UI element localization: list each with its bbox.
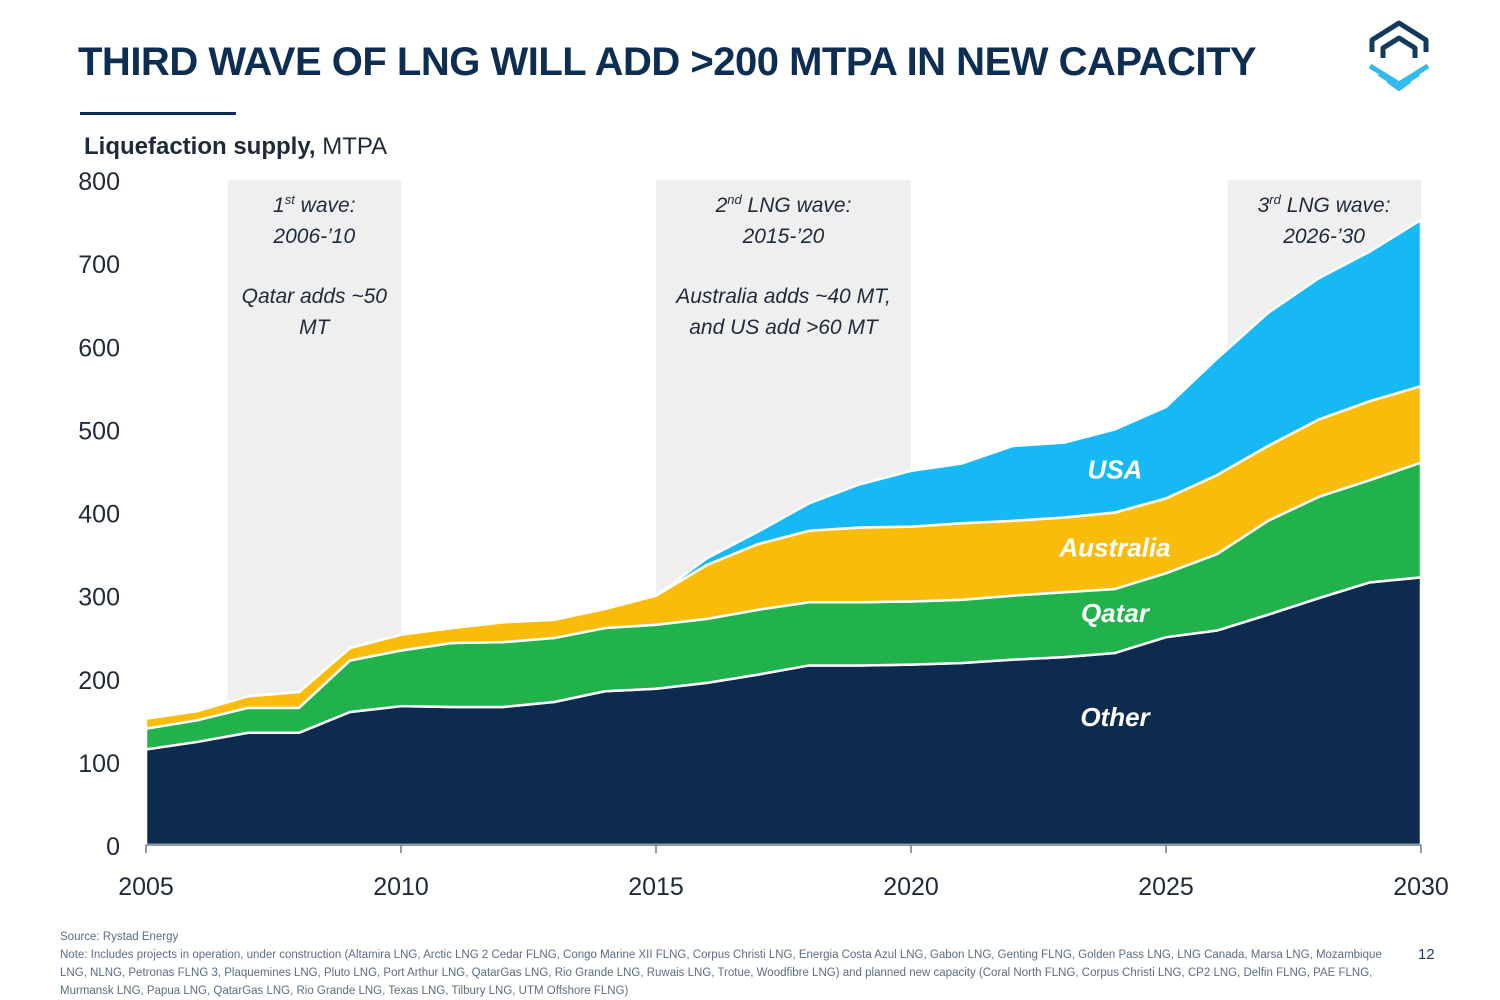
y-tick-label-0: 0	[106, 833, 120, 861]
y-tick-label-200: 200	[78, 667, 120, 695]
wave-period-2: 2015-’20	[742, 225, 825, 248]
page-number: 12	[1418, 946, 1435, 963]
axis-subtitle: Liquefaction supply, MTPA	[84, 133, 387, 161]
y-tick-label-700: 700	[78, 251, 120, 279]
series-label-australia: Australia	[1058, 533, 1170, 563]
logo-wave-mid	[1377, 72, 1421, 89]
wave-heading-1: 1st wave:	[273, 192, 356, 217]
logo-house-outer	[1369, 20, 1429, 52]
y-tick-label-800: 800	[78, 170, 120, 196]
logo-wave-inner	[1386, 79, 1412, 91]
logo-house-inner	[1380, 35, 1418, 58]
y-tick-label-400: 400	[78, 501, 120, 529]
series-label-qatar: Qatar	[1081, 598, 1151, 628]
footer: Source: Rystad Energy Note: Includes pro…	[60, 928, 1390, 1000]
wave-heading-3: 3rd LNG wave:	[1258, 192, 1391, 217]
wave-heading-2: 2nd LNG wave:	[715, 192, 852, 217]
x-tick-label-2015: 2015	[628, 873, 684, 901]
logo-wave-outer	[1368, 63, 1430, 87]
wave-note-1-line-2: MT	[299, 316, 331, 339]
series-label-usa: USA	[1088, 454, 1143, 484]
wave-note-2-line-1: Australia adds ~40 MT,	[674, 285, 891, 308]
wave-note-2-line-2: and US add >60 MT	[689, 316, 880, 339]
wave-note-1-line-1: Qatar adds ~50	[242, 285, 388, 308]
wave-period-1: 2006-’10	[272, 225, 355, 248]
axis-subtitle-label: Liquefaction supply,	[84, 133, 316, 160]
y-tick-label-100: 100	[78, 750, 120, 778]
area-series-usa	[144, 218, 1423, 720]
x-tick-label-2020: 2020	[883, 873, 939, 901]
series-label-other: Other	[1080, 702, 1151, 732]
x-tick-label-2025: 2025	[1138, 873, 1194, 901]
chart-title: THIRD WAVE OF LNG WILL ADD >200 MTPA IN …	[78, 40, 1257, 84]
axis-subtitle-unit: MTPA	[322, 133, 388, 160]
company-logo-icon	[1368, 20, 1430, 91]
x-tick-label-2030: 2030	[1393, 873, 1449, 901]
y-tick-label-300: 300	[78, 584, 120, 612]
wave-period-3: 2026-’30	[1282, 225, 1365, 248]
source-text: Source: Rystad Energy	[60, 931, 179, 943]
y-tick-label-500: 500	[78, 417, 120, 445]
title-underline	[80, 112, 236, 115]
y-tick-label-600: 600	[78, 334, 120, 362]
x-tick-label-2010: 2010	[373, 873, 429, 901]
liquefaction-supply-area-chart: 0 100 200 300 400 500 600 700 800 2005 2010 2015 202…	[78, 170, 1449, 901]
note-text: Note: Includes projects in operation, un…	[60, 949, 1382, 997]
x-tick-label-2005: 2005	[118, 873, 174, 901]
